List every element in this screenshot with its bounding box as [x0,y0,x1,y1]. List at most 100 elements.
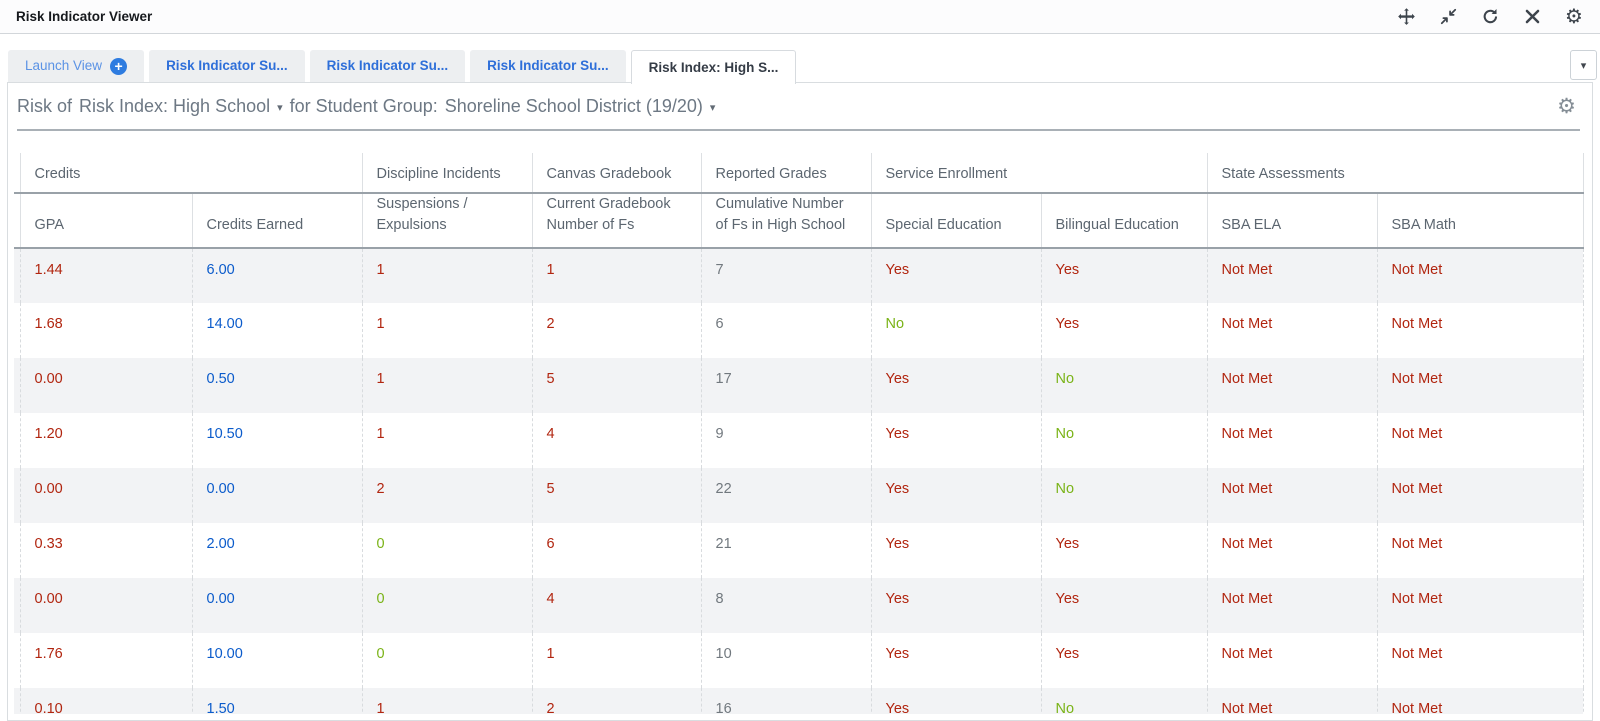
table-cell: 4 [531,578,701,634]
table-row: 0.10 1.50 1 2 16 Yes No Not Met Not Met [14,688,1584,714]
table-cell: 10 [700,633,871,689]
table-row: 1.68 14.00 1 2 6 No Yes Not Met Not Met [14,303,1584,359]
table-cell: Not Met [1376,358,1584,414]
table-cell: 0.00 [19,468,192,524]
tab-overflow-button[interactable]: ▾ [1570,50,1597,80]
table-cell: 6 [700,303,871,359]
view-dropdown[interactable]: Risk Index: High School ▾ [79,96,283,117]
column-group-header: Reported Grades [700,153,871,194]
table-body: 1.44 6.00 1 1 7 Yes Yes Not Met Not Met 1.68 14.00… [14,248,1584,714]
table-cell: 6.00 [191,248,362,304]
table-cell: 0.10 [19,688,192,714]
table-cell: Not Met [1376,523,1584,579]
column-group-header: Service Enrollment [870,153,1207,194]
column-header: Special Education [870,193,1041,250]
table-cell: 1.68 [19,303,192,359]
table-cell: Not Met [1206,358,1377,414]
table-cell: Not Met [1376,413,1584,469]
column-header: SBA Math [1376,193,1584,250]
table-cell: Yes [870,523,1041,579]
table-cell: 1 [361,303,532,359]
caret-down-icon: ▾ [1580,58,1587,72]
table-cell: Not Met [1206,633,1377,689]
window-titlebar: Risk Indicator Viewer ⚙ [0,0,1600,34]
table-cell: No [870,303,1041,359]
tab-risk-indicator-summary-1[interactable]: Risk Indicator Su... [149,50,305,82]
close-icon[interactable] [1523,7,1542,26]
table-cell: Yes [1040,303,1207,359]
table-cell: 2 [531,303,701,359]
table-cell: 10.00 [191,633,362,689]
table-cell: 1 [361,248,532,304]
student-group-dropdown[interactable]: Shoreline School District (19/20) ▾ [445,96,716,117]
column-header: Suspensions / Expulsions [361,193,532,250]
view-selector-row: Risk of Risk Index: High School ▾ for St… [17,83,1580,131]
table-cell: 6 [531,523,701,579]
column-header: Current Gradebook Number of Fs [531,193,701,250]
move-icon[interactable] [1397,7,1416,26]
collapse-icon[interactable] [1439,7,1458,26]
table-cell: Not Met [1376,303,1584,359]
table-row: 0.33 2.00 0 6 21 Yes Yes Not Met Not Met [14,523,1584,579]
table-cell: 7 [700,248,871,304]
column-header: Bilingual Education [1040,193,1207,250]
table-cell: 0.00 [191,578,362,634]
table-cell: 0.00 [19,358,192,414]
table-cell: 1 [361,358,532,414]
tab-launch-view[interactable]: Launch View + [8,50,145,82]
table-cell: Not Met [1206,688,1377,714]
table-cell: No [1040,468,1207,524]
tab-risk-indicator-summary-2[interactable]: Risk Indicator Su... [309,50,466,82]
table-cell: Not Met [1376,633,1584,689]
scroll-clipped-column [14,193,20,250]
table-cell: 0.00 [191,468,362,524]
column-group-header-row: Credits Discipline Incidents Canvas Gradeb… [14,153,1584,194]
table-cell: Not Met [1206,413,1377,469]
column-group-header: State Assessments [1206,153,1584,194]
table-cell: 0.33 [19,523,192,579]
view-selector: Risk of Risk Index: High School ▾ for St… [17,96,715,117]
table-cell: 4 [531,413,701,469]
table-cell: 0.50 [191,358,362,414]
view-dropdown-value: Risk Index: High School [79,96,271,116]
table-cell: Yes [870,248,1041,304]
selector-middle-label: for Student Group: [289,96,438,116]
table-cell: Not Met [1376,468,1584,524]
table-cell: Not Met [1376,688,1584,714]
table-cell: Not Met [1206,303,1377,359]
table-cell: Not Met [1206,523,1377,579]
table-cell: Yes [870,688,1041,714]
caret-down-icon: ▾ [709,101,716,114]
selector-prefix: Risk of [17,96,73,116]
table-cell: 1.50 [191,688,362,714]
table-cell: 1 [531,633,701,689]
table-cell: Not Met [1206,248,1377,304]
table-cell: 1 [361,688,532,714]
table-cell: 1.76 [19,633,192,689]
table-cell: 1.44 [19,248,192,304]
tab-risk-index-active[interactable]: Risk Index: High S... [630,50,797,84]
content-panel: Risk of Risk Index: High School ▾ for St… [7,82,1593,721]
column-header: Credits Earned [191,193,362,250]
table-cell: 10.50 [191,413,362,469]
tab-bar: Launch View + Risk Indicator Su... Risk … [8,50,1590,84]
table-cell: No [1040,358,1207,414]
table-cell: Yes [1040,248,1207,304]
column-header-row: GPA Credits Earned Suspensions / Expulsion… [14,193,1584,250]
table-viewport: Credits Discipline Incidents Canvas Gradeb… [14,153,1592,714]
table-row: 1.20 10.50 1 4 9 Yes No Not Met Not Met [14,413,1584,469]
gear-icon[interactable]: ⚙ [1565,4,1583,28]
titlebar-controls: ⚙ [1397,4,1584,28]
launch-view-label: Launch View [25,58,103,73]
table-cell: 2 [531,688,701,714]
table-cell: 2.00 [191,523,362,579]
table-row: 0.00 0.00 2 5 22 Yes No Not Met Not Met [14,468,1584,524]
table-cell: Yes [1040,578,1207,634]
tab-risk-indicator-summary-3[interactable]: Risk Indicator Su... [470,50,626,82]
refresh-icon[interactable] [1481,7,1500,26]
table-settings-gear-icon[interactable]: ⚙ [1557,94,1576,118]
risk-indicator-table: Credits Discipline Incidents Canvas Gradeb… [14,153,1584,714]
table-cell: 2 [361,468,532,524]
table-cell: 14.00 [191,303,362,359]
table-row: 1.76 10.00 0 1 10 Yes Yes Not Met Not Met [14,633,1584,689]
